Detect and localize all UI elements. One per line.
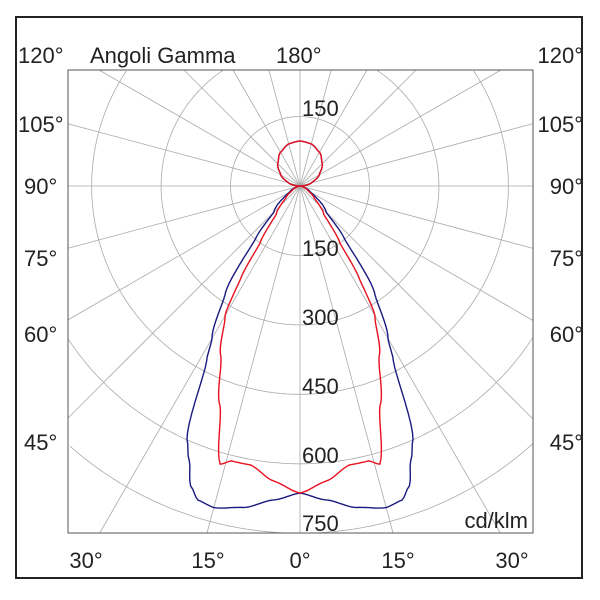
angle-label-right: 75° (550, 246, 583, 271)
series-curve-1 (217, 140, 383, 494)
radial-tick-label: 150 (302, 236, 339, 261)
top-angle-label: 180° (276, 43, 322, 68)
grid-spoke (232, 69, 501, 534)
angle-label-bottom: 30° (69, 548, 102, 573)
angle-label-right: 105° (537, 112, 583, 137)
angle-label-right: 90° (550, 174, 583, 199)
angle-label-left: 45° (24, 430, 57, 455)
grid-spoke (67, 69, 417, 419)
angle-label-left: 120° (18, 43, 64, 68)
angle-label-bottom: 15° (381, 548, 414, 573)
radial-tick-label: 600 (302, 443, 339, 468)
plot-frame (67, 69, 534, 534)
grid-circle (160, 69, 440, 326)
angle-label-left: 75° (24, 246, 57, 271)
curves (186, 140, 414, 509)
angle-label-bottom: 30° (495, 548, 528, 573)
grid-spoke (98, 69, 534, 321)
chart-frame (15, 16, 583, 579)
radial-tick-label: 450 (302, 374, 339, 399)
grid-spoke (206, 69, 332, 534)
angle-label-right: 45° (550, 430, 583, 455)
radial-tick-label: 750 (302, 511, 339, 536)
angle-label-left: 60° (24, 322, 57, 347)
grid-circle (91, 70, 509, 395)
angle-label-left: 90° (24, 174, 57, 199)
radial-tick-label: 150 (302, 96, 339, 121)
grid-circle (67, 337, 534, 465)
angle-label-right: 120° (537, 43, 583, 68)
grid-circle (69, 443, 533, 534)
angle-label-bottom: 0° (289, 548, 310, 573)
grid-spoke (67, 69, 502, 321)
chart-title: Angoli Gamma (90, 43, 236, 68)
grid-spoke (183, 69, 534, 420)
angle-label-left: 105° (18, 112, 64, 137)
angle-label-bottom: 15° (191, 548, 224, 573)
grid-spoke (99, 69, 368, 534)
unit-label: cd/klm (464, 508, 528, 533)
grid (67, 69, 534, 534)
angle-label-right: 60° (550, 322, 583, 347)
grid-spoke (268, 69, 394, 534)
radial-tick-label: 300 (302, 305, 339, 330)
